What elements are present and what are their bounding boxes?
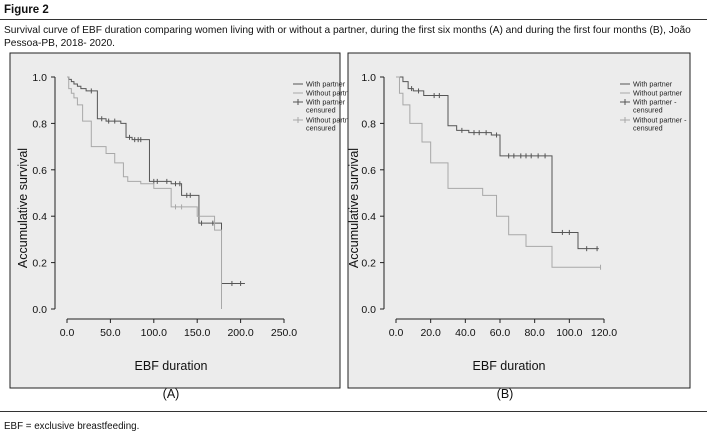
figure-footnote: EBF = exclusive breastfeeding.: [4, 421, 140, 432]
panel-a-y-tick-label: 0.0: [32, 304, 47, 316]
panel-a-x-tick-label: 0.0: [60, 327, 75, 339]
panel-b-x-tick-label: 120.0: [591, 327, 617, 339]
panel-a-background: [9, 52, 341, 389]
panel-a-legend-without-partner-text: Without partner: [306, 89, 356, 98]
panel-b-x-axis-title: EBF duration: [473, 359, 546, 373]
panel-a-x-tick-label: 50.0: [100, 327, 121, 339]
panel-b-x-tick-label: 0.0: [389, 327, 404, 339]
panel-b-x-tick-label: 80.0: [524, 327, 545, 339]
panel-b-legend-without-partner-censured-text: Without partner -censured: [633, 116, 687, 133]
panel-b-y-tick-label: 0.6: [361, 165, 376, 177]
panel-b: 0.0 20.0 40.0 60.0 80.0 100.0 120.0 0.0 0.2 0.4 0.…: [347, 52, 691, 401]
panel-a-legend-with-partner-censured-text: With partner -censured: [306, 98, 350, 115]
panel-b-y-tick-label: 0.0: [361, 304, 376, 316]
panel-a-with-partner-curve: [67, 76, 245, 284]
panel-a-legend-without-partner-censured-text: Without partner -censured: [306, 116, 360, 133]
panel-b-legend-without-partner-text: Without partner: [633, 89, 683, 98]
panel-a-y-tick-label: 0.2: [32, 258, 47, 270]
panel-b-y-tick-label: 0.8: [361, 118, 376, 130]
panel-b-y-tick-label: 0.2: [361, 258, 376, 270]
panel-a-x-tick-label: 100.0: [141, 327, 167, 339]
figure-caption: Survival curve of EBF duration comparing…: [4, 25, 691, 49]
panel-b-background: [347, 52, 691, 389]
panel-b-with-partner-curve: [396, 76, 599, 250]
panel-b-x-tick-label: 20.0: [420, 327, 441, 339]
panel-b-panel-label: (B): [497, 387, 514, 401]
panel-b-y-tick-label: 1.0: [361, 72, 376, 84]
panel-b-y-axis-title: Accumulative survival: [347, 148, 361, 268]
panel-a-x-tick-label: 150.0: [184, 327, 210, 339]
bottom-rule: [0, 411, 707, 412]
panel-a: 0.0 50.0 100.0 150.0 200.0 250.0 0.0 0.2 0.4 0.6 0…: [9, 52, 360, 401]
panel-b-legend-with-partner-censured-text: With partner -censured: [633, 98, 677, 115]
panel-a-panel-label: (A): [163, 387, 180, 401]
top-rule: [0, 19, 707, 20]
figure-label: Figure 2: [4, 4, 49, 16]
panel-b-legend-with-partner-text: With partner: [633, 80, 673, 89]
panel-a-y-tick-label: 0.8: [32, 118, 47, 130]
panel-a-legend-with-partner-text: With partner: [306, 80, 346, 89]
panel-a-x-tick-label: 250.0: [271, 327, 297, 339]
panel-b-without-partner-curve: [396, 76, 601, 268]
panel-a-without-partner-curve: [67, 76, 223, 309]
panel-a-y-tick-label: 1.0: [32, 72, 47, 84]
panel-b-x-tick-label: 60.0: [490, 327, 511, 339]
panel-a-y-tick-label: 0.6: [32, 165, 47, 177]
panel-b-y-tick-label: 0.4: [361, 211, 376, 223]
panel-a-y-axis-title: Accumulative survival: [16, 148, 30, 268]
panel-b-x-tick-label: 100.0: [556, 327, 582, 339]
panel-a-x-tick-label: 200.0: [227, 327, 253, 339]
panel-a-x-axis-title: EBF duration: [135, 359, 208, 373]
panel-a-y-tick-label: 0.4: [32, 211, 47, 223]
panel-b-x-tick-label: 40.0: [455, 327, 476, 339]
